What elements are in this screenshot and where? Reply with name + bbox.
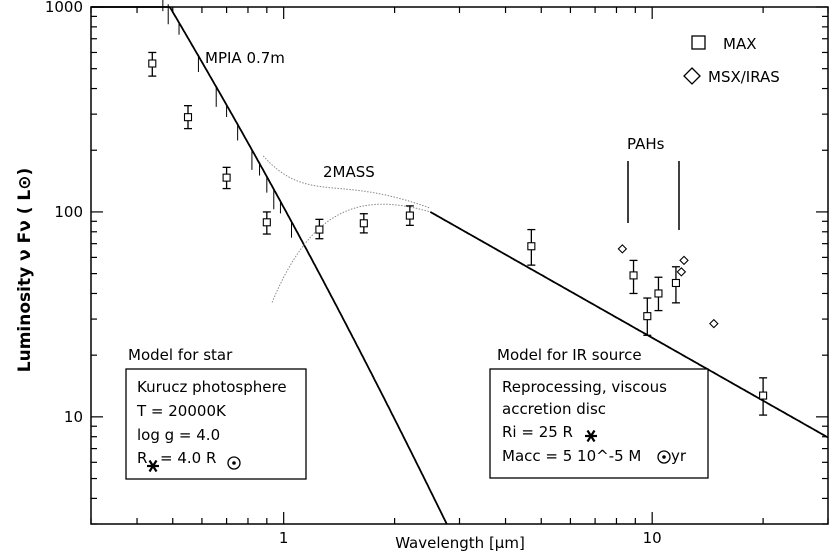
max-point [405,211,414,220]
ir-box-line-4-suffix: yr [671,447,687,465]
star-model-box: Kurucz photosphere T = 20000K log g = 4.… [125,368,307,480]
max-point [359,219,368,228]
disc-model-curve [271,203,431,303]
axis-ticks [90,6,829,525]
asterisk-icon [585,429,597,443]
sun-symbol-icon [657,450,671,464]
star-box-line-4-prefix: R [137,449,147,467]
x-tick-label: 10 [643,529,662,547]
max-point [654,289,663,298]
msx-iras-series [617,244,719,329]
sum-model-dotted [262,155,431,209]
x-tick-label: 1 [279,529,289,547]
legend-label-msx-iras: MSX/IRAS [708,68,780,86]
msx-iras-point [617,244,628,254]
ir-box-line-3-prefix: Ri = 25 R [502,423,573,441]
max-series [148,51,768,416]
legend-diamond-marker [683,67,701,85]
max-point [183,113,193,122]
annotation-pahs: PAHs [627,135,665,153]
ir-model-box-frame [489,368,709,479]
star-box-line-1: Kurucz photosphere [137,378,287,396]
msx-iras-point [676,267,687,277]
max-point [671,278,680,288]
max-point [148,59,157,68]
star-box-line-2: T = 20000K [136,402,227,420]
ir-box-line-4-prefix: Macc = 5 10^-5 M [502,447,641,465]
max-point [222,173,231,182]
annotation-model-star: Model for star [128,346,233,364]
max-point [643,312,652,321]
y-tick-label: 10 [64,408,83,426]
photosphere-absorption-lines [162,0,292,238]
max-point [759,391,768,400]
max-point [527,242,536,251]
msx-iras-point [709,318,719,329]
max-point [629,271,638,280]
y-tick-label: 100 [54,203,83,221]
max-point [262,218,271,227]
ir-box-line-1: Reprocessing, viscous [502,378,667,396]
annotation-mpia: MPIA 0.7m [205,49,285,67]
ir-model-box: Reprocessing, viscous accretion disc Ri … [489,368,709,479]
star-model-curve [91,6,448,525]
sun-symbol-icon [227,456,241,470]
legend-square-marker [691,35,706,50]
legend-label-max: MAX [723,35,756,53]
y-axis-title: Luminosity ν Fν ( L⊙) [15,168,35,372]
asterisk-icon [147,459,159,473]
x-axis-title: Wavelength [µm] [395,534,525,552]
y-tick-label: 1000 [45,0,83,16]
annotation-2mass: 2MASS [323,163,375,181]
star-box-line-3: log g = 4.0 [137,426,220,444]
total-model-curve [429,211,829,439]
tick-labels: 1 10 10 100 1000 [45,0,662,547]
msx-iras-point [679,255,689,266]
ir-box-line-2: accretion disc [502,400,606,418]
legend: MAX MSX/IRAS [683,35,780,86]
star-box-line-4-suffix: = 4.0 R [160,449,216,467]
max-point [315,225,324,234]
annotation-model-ir: Model for IR source [497,346,642,364]
